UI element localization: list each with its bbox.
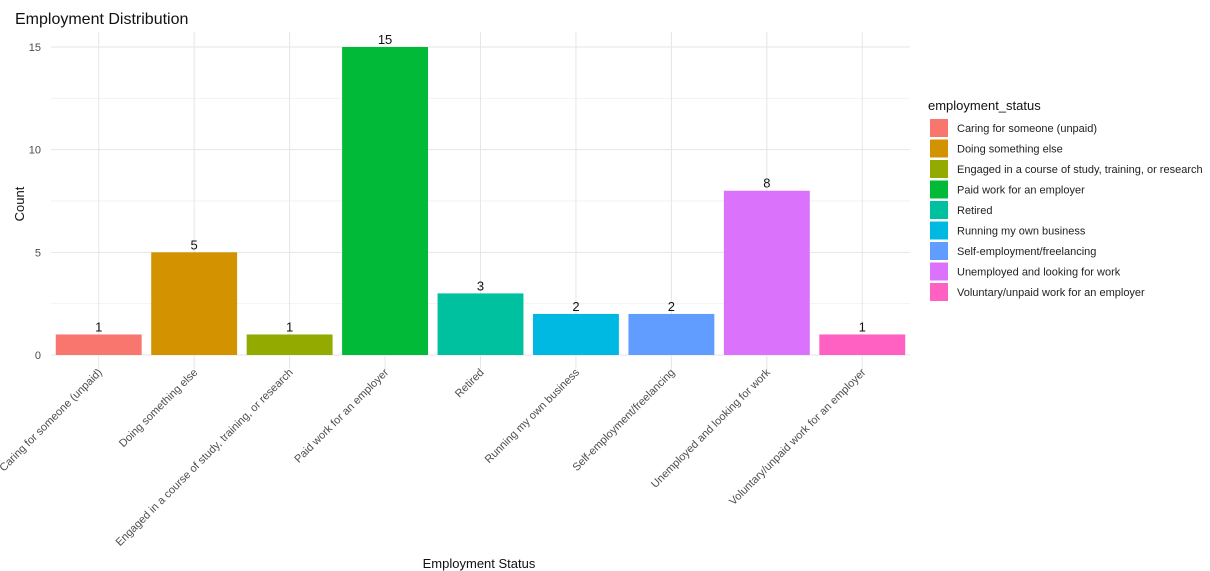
legend-entry-label: Engaged in a course of study, training, … — [957, 164, 1203, 176]
bar — [342, 47, 429, 355]
legend-title: employment_status — [928, 98, 1041, 113]
bar — [628, 313, 715, 355]
x-axis-title: Employment Status — [423, 556, 536, 571]
legend-swatch — [930, 201, 948, 219]
legend-swatch — [930, 221, 948, 240]
legend-entry-label: Self-employment/freelancing — [957, 246, 1096, 258]
bar — [819, 334, 906, 355]
bar-value-label: 2 — [668, 299, 675, 314]
bar-value-label: 3 — [477, 278, 484, 293]
legend-swatch — [930, 119, 948, 137]
y-axis-ticks: 0 5 10 15 — [29, 42, 41, 362]
legend: employment_status Caring for someone (un… — [928, 98, 1203, 301]
x-axis-ticks: Caring for someone (unpaid) Doing somethi… — [0, 366, 869, 549]
y-tick-label: 5 — [35, 247, 41, 259]
legend-swatch — [930, 180, 948, 199]
y-tick-label: 0 — [35, 350, 41, 362]
bar-value-label: 1 — [859, 319, 866, 334]
bar-value-label: 5 — [191, 237, 198, 252]
legend-swatch — [930, 160, 948, 178]
y-tick-label: 15 — [29, 42, 41, 54]
bar-value-label: 1 — [286, 319, 293, 334]
bar — [437, 293, 524, 355]
bar-value-label: 2 — [572, 299, 579, 314]
legend-entry-label: Caring for someone (unpaid) — [957, 123, 1097, 135]
bars — [55, 47, 906, 355]
y-axis-title: Count — [12, 186, 27, 221]
bar — [55, 334, 142, 355]
legend-entry-label: Paid work for an employer — [957, 185, 1085, 197]
legend-swatch — [930, 139, 948, 158]
legend-swatch — [930, 242, 948, 260]
x-tick-label: Running my own business — [483, 366, 583, 466]
legend-entry-label: Running my own business — [957, 226, 1086, 238]
bar — [246, 334, 333, 355]
x-tick-label: Paid work for an employer — [292, 366, 391, 465]
x-tick-label: Self-employment/freelancing — [570, 367, 677, 474]
x-tick-label: Retired — [453, 367, 487, 401]
legend-entry-label: Voluntary/unpaid work for an employer — [957, 287, 1145, 299]
bar-value-label: 15 — [378, 32, 392, 47]
chart-title: Employment Distribution — [15, 11, 188, 28]
bar-value-label: 1 — [95, 319, 102, 334]
legend-entry-label: Unemployed and looking for work — [957, 267, 1121, 279]
bar — [532, 313, 619, 355]
bar-value-label: 8 — [763, 176, 770, 191]
legend-swatch — [930, 262, 948, 281]
bar — [723, 190, 810, 355]
legend-swatch — [930, 283, 948, 301]
legend-entry-label: Retired — [957, 205, 992, 217]
x-tick-label: Caring for someone (unpaid) — [0, 367, 105, 475]
y-tick-label: 10 — [29, 145, 41, 157]
x-tick-label: Doing something else — [117, 367, 200, 450]
bar — [151, 252, 238, 355]
x-tick-label: Engaged in a course of study, training, … — [114, 367, 296, 549]
legend-entry-label: Doing something else — [957, 144, 1063, 156]
